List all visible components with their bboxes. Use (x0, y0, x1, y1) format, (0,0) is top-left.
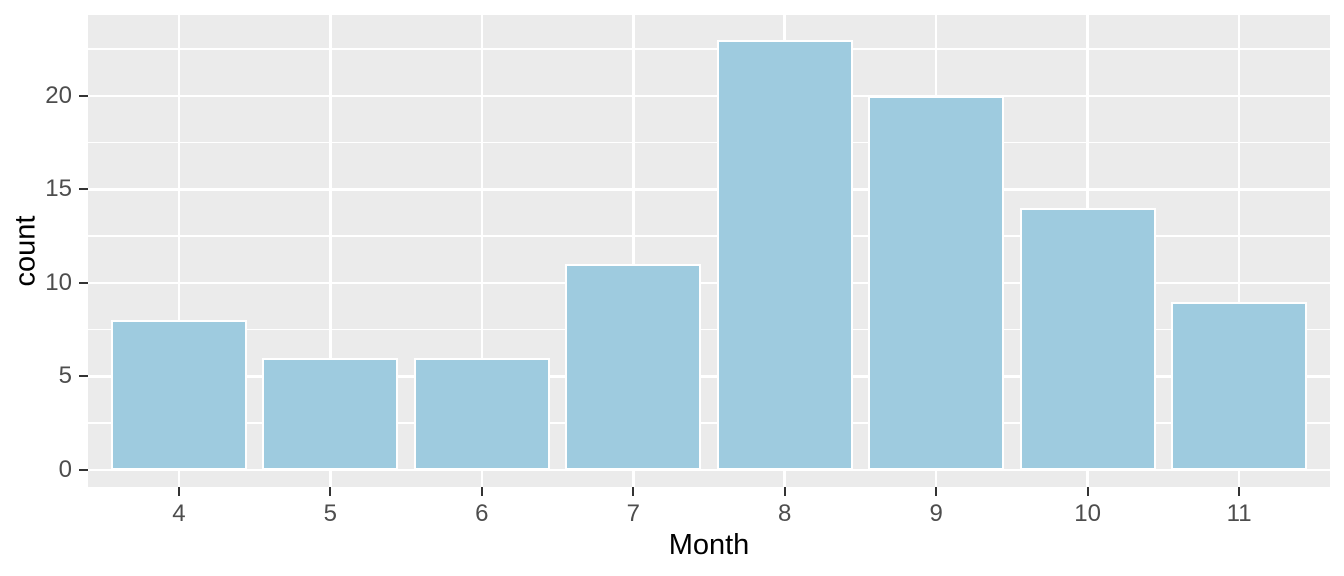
x-tick-label: 6 (475, 500, 489, 527)
bar (565, 264, 702, 470)
gridline-minor-horizontal (88, 422, 1330, 424)
x-tick-label: 10 (1074, 500, 1101, 527)
gridline-major-horizontal (88, 94, 1330, 98)
bar (110, 320, 248, 470)
gridline-major-vertical (480, 15, 484, 487)
gridline-major-horizontal (88, 375, 1330, 378)
gridline-minor-horizontal (88, 235, 1330, 237)
x-tick-mark (177, 487, 180, 496)
x-tick-mark (480, 487, 483, 496)
gridline-major-horizontal (88, 188, 1330, 191)
gridline-minor-horizontal (88, 48, 1330, 50)
gridline-major-vertical (1237, 15, 1241, 487)
x-axis-title: Month (668, 529, 750, 561)
y-tick-mark (79, 188, 88, 191)
y-tick-label: 0 (58, 455, 72, 483)
y-tick-label: 15 (45, 175, 72, 203)
x-tick-label: 5 (323, 500, 337, 527)
gridline-major-vertical (329, 15, 332, 487)
x-tick-mark (783, 487, 786, 496)
y-tick-mark (79, 281, 88, 284)
gridline-major-vertical (177, 15, 181, 487)
y-tick-label: 5 (58, 362, 72, 390)
bar (413, 357, 550, 470)
x-tick-mark (1238, 487, 1241, 496)
bar (1019, 208, 1156, 470)
y-tick-mark (79, 94, 88, 97)
y-tick-mark (79, 468, 88, 471)
x-tick-label: 11 (1226, 500, 1252, 527)
bar (262, 357, 399, 470)
gridline-major-vertical (632, 15, 635, 487)
plot-panel (88, 15, 1330, 487)
gridline-major-horizontal (88, 468, 1330, 472)
x-tick-label: 7 (626, 500, 640, 527)
bar (868, 95, 1005, 470)
gridline-minor-horizontal (88, 141, 1330, 144)
bar (716, 39, 853, 470)
x-tick-label: 8 (778, 500, 792, 527)
gridline-major-horizontal (88, 281, 1330, 285)
x-tick-label: 4 (172, 500, 186, 527)
y-tick-label: 10 (45, 268, 72, 296)
y-tick-label: 20 (45, 81, 72, 109)
gridline-minor-horizontal (88, 328, 1330, 331)
y-tick-mark (79, 375, 88, 378)
x-tick-mark (935, 487, 938, 496)
x-tick-label: 9 (929, 500, 943, 527)
x-tick-mark (632, 487, 635, 496)
bar (1170, 301, 1308, 470)
x-tick-mark (329, 487, 332, 496)
x-tick-mark (1086, 487, 1089, 496)
